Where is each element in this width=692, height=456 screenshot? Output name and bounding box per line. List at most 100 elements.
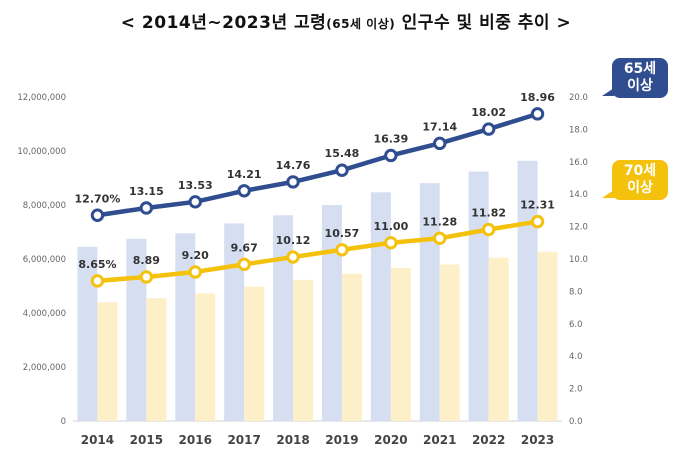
chart-title: < 2014년~2023년 고령(65세 이상) 인구수 및 비중 추이 > — [0, 8, 692, 33]
data-label-70-plus: 8.65% — [78, 258, 116, 271]
x-axis-label: 2016 — [179, 433, 212, 447]
x-axis-label: 2015 — [130, 433, 163, 447]
bar-70-plus — [537, 251, 558, 421]
bar-70-plus — [293, 279, 314, 421]
data-label-65-plus: 15.48 — [325, 147, 360, 160]
x-axis-label: 2021 — [423, 433, 456, 447]
bar-65-plus — [175, 233, 196, 421]
marker-65-plus — [481, 122, 496, 136]
callout-tail — [602, 190, 614, 198]
bar-70-plus — [97, 302, 118, 421]
marker-70-plus — [384, 236, 398, 250]
marker-70-plus — [188, 265, 202, 279]
marker-70-plus — [90, 274, 105, 288]
left-axis-tick: 6,000,000 — [23, 255, 66, 265]
data-label-65-plus: 17.14 — [422, 120, 457, 133]
left-axis-tick: 8,000,000 — [23, 201, 66, 211]
left-axis-tick: 2,000,000 — [23, 363, 66, 373]
left-axis-tick: 4,000,000 — [23, 309, 66, 319]
callout-65-line1: 65세 — [623, 61, 657, 77]
data-label-65-plus: 14.76 — [276, 159, 311, 172]
right-axis-tick: 16.0 — [569, 158, 588, 168]
x-axis-label: 2014 — [81, 433, 114, 447]
data-label-65-plus: 16.39 — [373, 132, 408, 145]
x-axis-label: 2017 — [227, 433, 260, 447]
x-axis-label: 2019 — [325, 433, 358, 447]
data-label-70-plus: 11.28 — [422, 215, 457, 228]
marker-70-plus — [530, 214, 545, 229]
bar-65-plus — [370, 192, 391, 421]
data-label-65-plus: 18.02 — [471, 106, 506, 119]
bar-70-plus — [390, 267, 411, 421]
marker-65-plus — [384, 148, 398, 163]
title-suffix: 인구수 및 비중 추이 > — [395, 13, 572, 33]
marker-65-plus — [237, 184, 251, 198]
left-axis-tick: 0 — [61, 417, 66, 427]
bar-65-plus — [321, 205, 342, 421]
data-label-70-plus: 11.82 — [471, 207, 506, 220]
data-label-65-plus: 18.96 — [520, 91, 555, 104]
data-label-65-plus: 14.21 — [227, 168, 262, 181]
x-axis-label: 2023 — [521, 433, 554, 447]
data-label-70-plus: 9.20 — [182, 249, 209, 262]
data-label-65-plus: 12.70% — [75, 192, 121, 205]
marker-65-plus — [286, 175, 300, 189]
right-axis-tick: 20.0 — [569, 93, 588, 103]
marker-70-plus — [286, 250, 300, 264]
callout-65-plus: 65세 이상 — [602, 58, 668, 98]
right-axis-tick: 10.0 — [569, 255, 588, 265]
bar-65-plus — [224, 223, 245, 421]
bar-70-plus — [488, 257, 509, 421]
bar-65-plus — [77, 246, 98, 421]
data-label-70-plus: 10.57 — [325, 227, 360, 240]
marker-70-plus — [139, 270, 154, 284]
marker-70-plus — [433, 231, 447, 245]
right-axis-tick: 2.0 — [569, 385, 583, 395]
marker-65-plus — [433, 136, 447, 151]
marker-65-plus — [139, 201, 154, 215]
marker-70-plus — [237, 257, 251, 272]
marker-70-plus — [335, 243, 349, 257]
data-label-70-plus: 11.00 — [373, 220, 408, 233]
data-label-70-plus: 10.12 — [276, 234, 311, 247]
right-axis-tick: 4.0 — [569, 352, 583, 362]
bar-70-plus — [195, 293, 216, 421]
right-axis-tick: 6.0 — [569, 320, 583, 330]
data-label-70-plus: 12.31 — [520, 199, 555, 212]
data-label-65-plus: 13.53 — [178, 179, 213, 192]
right-axis-tick: 8.0 — [569, 287, 583, 297]
marker-65-plus — [335, 163, 349, 177]
callout-70-line1: 70세 — [623, 163, 657, 179]
x-axis-label: 2022 — [472, 433, 505, 447]
callout-65-line2: 이상 — [627, 78, 653, 94]
bar-70-plus — [341, 273, 362, 421]
callout-70-line2: 이상 — [627, 180, 653, 196]
x-axis-label: 2018 — [276, 433, 309, 447]
data-label-70-plus: 8.89 — [133, 254, 160, 267]
bar-65-plus — [273, 215, 294, 421]
bar-70-plus — [146, 298, 167, 421]
title-prefix: < 2014년~2023년 고령 — [120, 13, 327, 33]
marker-65-plus — [530, 107, 545, 121]
right-axis-tick: 12.0 — [569, 223, 588, 233]
bar-70-plus — [439, 264, 460, 421]
line-65-plus — [95, 111, 540, 218]
right-axis-tick: 14.0 — [569, 190, 588, 200]
data-label-65-plus: 13.15 — [129, 185, 164, 198]
title-age-note: (65세 이상) — [326, 17, 396, 31]
marker-70-plus — [481, 222, 496, 237]
marker-65-plus — [90, 208, 105, 222]
right-axis-tick: 0.0 — [569, 417, 583, 427]
callout-tail — [602, 88, 614, 96]
data-label-70-plus: 9.67 — [231, 241, 258, 254]
marker-65-plus — [188, 195, 202, 209]
left-axis-tick: 10,000,000 — [17, 147, 66, 157]
bar-65-plus — [126, 238, 147, 421]
right-axis-tick: 18.0 — [569, 125, 588, 135]
line-70-plus — [95, 219, 540, 284]
left-axis-tick: 12,000,000 — [17, 93, 66, 103]
bar-70-plus — [244, 286, 265, 421]
x-axis-label: 2020 — [374, 433, 407, 447]
callout-70-plus: 70세 이상 — [602, 160, 668, 200]
